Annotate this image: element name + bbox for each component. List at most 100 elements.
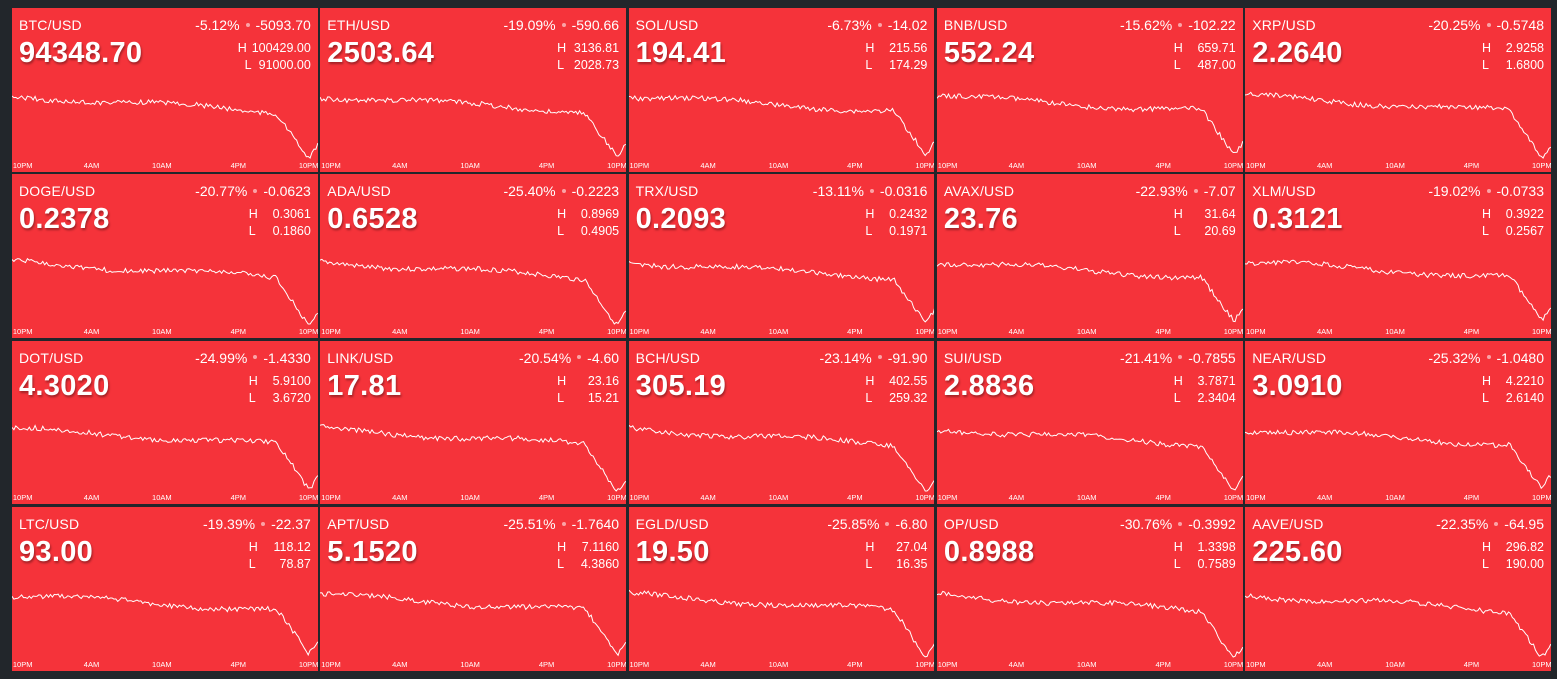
time-tick: 4AM [392,493,408,503]
high-label: H [557,539,567,554]
sparkline-chart [936,261,1243,323]
change-percent: -25.32% [1428,349,1481,366]
time-tick: 4PM [1463,659,1480,669]
sparkline-chart [936,428,1243,491]
time-tick: 10PM [937,160,958,170]
low-value: 259.32 [889,390,928,405]
ticker-tile-sui[interactable]: SUI/USD -21.41% -0.7855 2.8836 H 3.7871 L 2… [936,340,1243,505]
high-label: H [237,41,247,55]
change-info: -6.73% -14.02 [827,17,927,33]
time-tick: 10AM [768,493,789,503]
time-tick: 4PM [847,493,863,503]
time-tick: 10AM [152,659,172,669]
low-value: 15.21 [587,390,620,405]
pair-label: LINK/USD [327,349,394,366]
low-label: L [1173,58,1181,72]
time-tick: 4PM [230,160,246,170]
time-tick: 10PM [1246,659,1266,669]
ticker-tile-op[interactable]: OP/USD -30.76% -0.3992 0.8988 H 1.3398 L 0.… [936,506,1243,671]
high-low: H 296.82 L 190.00 [1482,539,1544,573]
ticker-tile-bch[interactable]: BCH/USD -23.14% -91.90 305.19 H 402.55 L 25… [628,340,935,505]
time-tick: 10PM [321,659,341,669]
ticker-tile-doge[interactable]: DOGE/USD -20.77% -0.0623 0.2378 H 0.3061 L… [12,174,318,338]
price-line [936,590,1243,658]
time-tick: 10PM [629,659,650,669]
time-tick: 10PM [937,327,958,336]
time-tick: 10AM [768,160,789,170]
change-info: -23.14% -91.90 [820,350,928,366]
time-tick: 10AM [1385,327,1405,336]
high-low: H 0.8969 L 0.4905 [557,206,619,240]
high-low: H 7.1160 L 4.3860 [557,539,619,573]
sparkline-chart [1245,91,1551,159]
ticker-tile-dot[interactable]: DOT/USD -24.99% -1.4330 4.3020 H 5.9100 L 3… [12,340,318,505]
ticker-tile-bnb[interactable]: BNB/USD -15.62% -102.22 552.24 H 659.71 L 4… [936,8,1243,172]
ticker-tile-aave[interactable]: AAVE/USD -22.35% -64.95 225.60 H 296.82 L 1… [1245,506,1551,671]
current-price: 94348.70 [19,37,143,69]
time-tick: 10AM [460,659,480,669]
time-axis: 10PM 4AM 10AM 4PM 10PM [320,161,626,170]
time-tick: 10PM [1532,327,1551,336]
separator-dot-icon [1486,22,1491,27]
sparkline-chart [320,423,627,492]
time-tick: 4AM [700,327,716,336]
price-line [1245,91,1551,159]
ticker-tile-near[interactable]: NEAR/USD -25.32% -1.0480 3.0910 H 4.2210 L… [1245,340,1551,505]
ticker-tile-eth[interactable]: ETH/USD -19.09% -590.66 2503.64 H 3136.81 … [320,8,627,172]
sparkline-chart [1245,259,1551,322]
ticker-tile-avax[interactable]: AVAX/USD -22.93% -7.07 23.76 H 31.64 L 20.6… [936,174,1243,338]
pair-label: EGLD/USD [635,515,709,532]
high-low: H 3.7871 L 2.3404 [1174,373,1236,407]
high-value: 215.56 [889,41,928,55]
time-tick: 4AM [1008,493,1025,503]
ticker-tile-link[interactable]: LINK/USD -20.54% -4.60 17.81 H 23.16 L 15.2… [320,340,627,505]
time-tick: 10PM [629,493,650,503]
ticker-tile-ltc[interactable]: LTC/USD -19.39% -22.37 93.00 H 118.12 L 78.… [12,506,318,671]
pair-label: ADA/USD [327,183,391,200]
change-absolute: -7.07 [1203,183,1236,200]
high-value: 118.12 [273,539,311,554]
ticker-tile-trx[interactable]: TRX/USD -13.11% -0.0316 0.2093 H 0.2432 L 0… [628,174,935,338]
time-tick: 4AM [1316,659,1333,669]
change-info: -19.02% -0.0733 [1428,183,1544,199]
time-tick: 10AM [152,493,172,503]
time-tick: 4AM [83,493,100,503]
change-percent: -13.11% [812,183,864,200]
high-label: H [248,539,258,554]
ticker-tile-btc[interactable]: BTC/USD -5.12% -5093.70 94348.70 H 100429.… [12,8,318,172]
time-axis: 10PM 4AM 10AM 4PM 10PM [937,660,1243,669]
low-value: 20.69 [1204,224,1236,239]
time-tick: 10AM [152,160,172,170]
pair-label: NEAR/USD [1252,349,1327,366]
ticker-tile-xrp[interactable]: XRP/USD -20.25% -0.5748 2.2640 H 2.9258 L 1… [1245,8,1551,172]
low-value: 0.1971 [889,224,928,239]
ticker-tile-sol[interactable]: SOL/USD -6.73% -14.02 194.41 H 215.56 L 174… [628,8,935,172]
sparkline-chart [628,424,935,491]
change-absolute: -22.37 [271,515,311,532]
sparkline-chart [1245,428,1551,489]
separator-dot-icon [261,521,266,526]
change-absolute: -0.7855 [1188,349,1236,366]
ticker-tile-egld[interactable]: EGLD/USD -25.85% -6.80 19.50 H 27.04 L 16.3… [628,506,935,671]
time-tick: 10PM [629,327,650,336]
low-label: L [1173,224,1181,239]
low-label: L [557,224,565,239]
current-price: 4.3020 [19,369,110,402]
high-low: H 4.2210 L 2.6140 [1482,373,1544,407]
time-tick: 10PM [12,327,33,336]
time-axis: 10PM 4AM 10AM 4PM 10PM [937,327,1243,336]
time-tick: 10PM [629,160,650,170]
time-tick: 4AM [1316,327,1333,336]
change-info: -25.32% -1.0480 [1428,350,1544,366]
sparkline-chart [12,258,318,325]
low-value: 2028.73 [573,58,620,72]
current-price: 0.6528 [327,203,418,236]
time-axis: 10PM 4AM 10AM 4PM 10PM [320,660,626,669]
time-tick: 10PM [1532,493,1551,503]
low-value: 1.6800 [1505,58,1544,72]
ticker-tile-xlm[interactable]: XLM/USD -19.02% -0.0733 0.3121 H 0.3922 L 0… [1245,174,1551,338]
time-tick: 10AM [460,160,480,170]
time-tick: 4AM [700,659,716,669]
